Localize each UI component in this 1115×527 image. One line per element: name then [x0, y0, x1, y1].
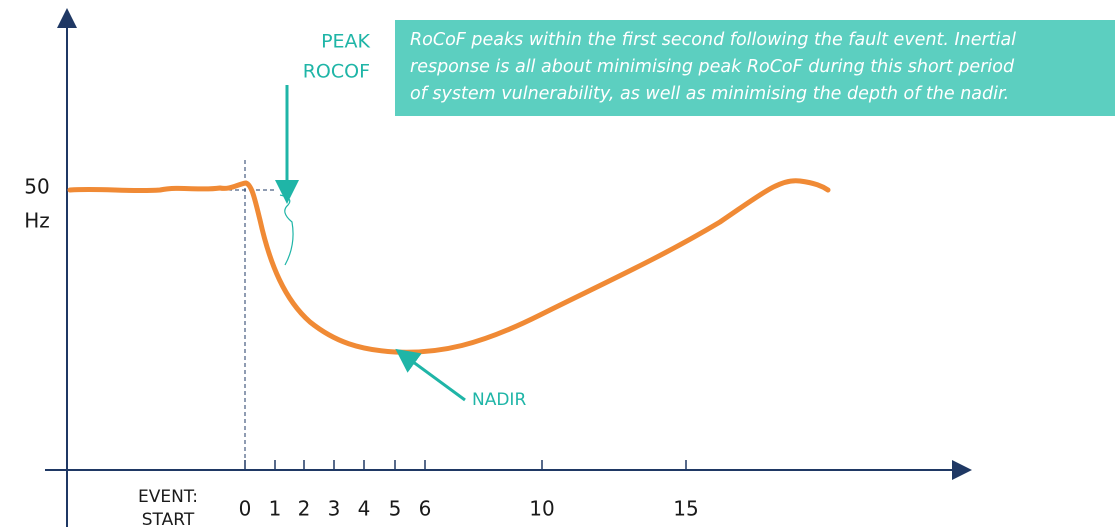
x-tick-label: 0	[239, 497, 252, 521]
event-label: EVENT:	[138, 487, 198, 507]
y-unit: Hz	[24, 209, 50, 233]
x-tick-label: 2	[298, 497, 311, 521]
frequency-curve	[67, 178, 831, 355]
callout-box	[395, 20, 1115, 116]
x-tick-label: 15	[673, 497, 698, 521]
nadir-label: NADIR	[472, 390, 526, 410]
callout-line: RoCoF peaks within the first second foll…	[410, 30, 1016, 50]
x-tick-label: 5	[389, 497, 402, 521]
y-value: 50	[24, 175, 49, 199]
x-tick-label: 3	[328, 497, 341, 521]
peak-label: PEAK	[321, 31, 370, 53]
x-tick-label: 6	[419, 497, 432, 521]
x-tick-label: 1	[269, 497, 282, 521]
event-label: START	[142, 510, 195, 527]
x-tick-label: 10	[529, 497, 554, 521]
nadir-arrow	[395, 348, 466, 402]
x-tick-label: 4	[358, 497, 371, 521]
callout-line: response is all about minimising peak Ro…	[410, 57, 1015, 77]
x-ticks: 0 1 2 3 4 5 6 10 15	[239, 460, 699, 521]
peak-label: ROCOF	[303, 61, 370, 83]
peak-brace	[279, 194, 294, 266]
callout-line: of system vulnerability, as well as mini…	[410, 84, 1009, 104]
